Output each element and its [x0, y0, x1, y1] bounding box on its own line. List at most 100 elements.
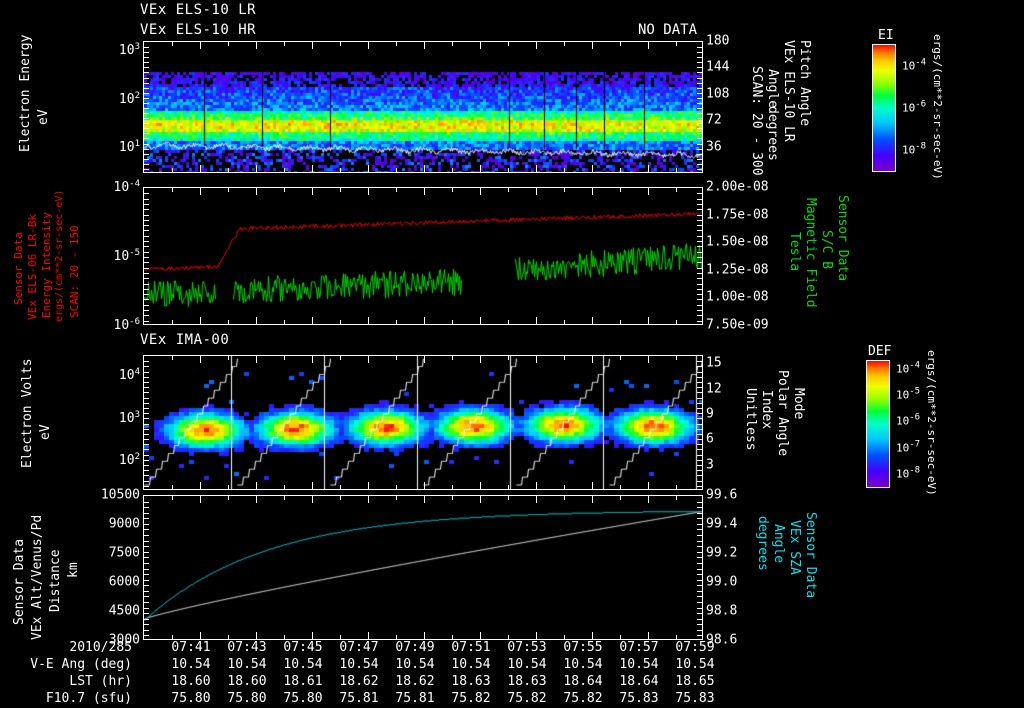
no-data-label: NO DATA	[638, 22, 698, 38]
minor-tick	[144, 470, 149, 471]
minor-tick	[144, 98, 149, 99]
time-table-cell: 07:51	[451, 640, 491, 655]
minor-tick	[144, 518, 149, 519]
colorbar1[interactable]	[872, 44, 896, 172]
minor-tick	[697, 78, 702, 79]
time-table-cell: 10.54	[451, 657, 491, 672]
panel2-right-tick-5: 7.50e-09	[706, 317, 769, 333]
minor-tick	[144, 418, 149, 419]
panel2-left-axis-label-1: Sensor Data	[12, 232, 25, 305]
minor-tick	[697, 361, 702, 362]
minor-tick	[144, 144, 149, 145]
x-minor-tick	[536, 496, 537, 503]
x-minor-tick	[172, 496, 173, 500]
panel-ima-plot[interactable]	[143, 355, 703, 490]
panel1-right-axis-label-5: SCAN: 20 - 300	[749, 66, 764, 176]
panel2-right-axis-label-1: Sensor Data	[835, 195, 850, 282]
minor-tick	[697, 518, 702, 519]
time-table-cell: 18.65	[675, 674, 715, 689]
minor-tick	[144, 403, 149, 404]
minor-tick	[697, 262, 702, 263]
x-minor-tick	[368, 632, 369, 639]
minor-tick	[144, 444, 149, 445]
x-minor-tick	[172, 168, 173, 172]
minor-tick	[144, 507, 149, 508]
x-minor-tick	[508, 635, 509, 639]
x-minor-tick	[508, 188, 509, 192]
minor-tick	[144, 475, 149, 476]
minor-tick	[144, 246, 149, 247]
panel4-right-tick-5: 98.6	[706, 632, 738, 648]
minor-tick	[697, 118, 702, 119]
x-minor-tick	[480, 496, 481, 503]
panel1-title-line1: VEx ELS-10 LR	[140, 2, 257, 18]
minor-tick	[144, 123, 149, 124]
panel-energy-intensity-plot[interactable]	[143, 187, 703, 325]
x-minor-tick	[676, 356, 677, 360]
x-minor-tick	[564, 320, 565, 324]
x-minor-tick	[536, 317, 537, 324]
x-minor-tick	[648, 482, 649, 489]
panel-els-lr-plot[interactable]	[143, 41, 703, 173]
panel1-right-axis-label-2: VEx ELS-10 LR	[781, 40, 796, 142]
x-minor-tick	[592, 188, 593, 195]
panel3-right-axis-label-1: Mode	[791, 388, 806, 420]
x-minor-tick	[536, 482, 537, 489]
x-minor-tick	[480, 632, 481, 639]
x-minor-tick	[172, 188, 173, 192]
minor-tick	[144, 366, 149, 367]
x-minor-tick	[676, 496, 677, 500]
minor-tick	[697, 57, 702, 58]
panel-altitude-plot[interactable]	[143, 495, 703, 640]
panel2-left-axis-label-2: VEx ELS-06 LR-Bk	[26, 214, 39, 320]
time-table-cell: 75.81	[395, 691, 435, 706]
x-minor-tick	[368, 317, 369, 324]
minor-tick	[697, 93, 702, 94]
x-minor-tick	[452, 168, 453, 172]
time-axis-table: 2010/285 07:41 07:43 07:45 07:47 07:49 07:51 07…	[0, 640, 1024, 708]
minor-tick	[697, 278, 702, 279]
time-table-cell: 75.83	[675, 691, 715, 706]
minor-tick	[144, 608, 149, 609]
time-table-cell: 07:49	[395, 640, 435, 655]
minor-tick	[144, 268, 149, 269]
minor-tick	[144, 299, 149, 300]
x-minor-tick	[256, 317, 257, 324]
panel4-left-axis-label-4: km	[66, 562, 81, 578]
x-minor-tick	[536, 632, 537, 639]
panel4-left-tick-0: 10500	[100, 487, 140, 503]
colorbar1-tick-2: 10-8	[902, 141, 927, 157]
panel1-left-axis-label-1: Electron Energy	[18, 34, 33, 152]
x-minor-tick	[536, 188, 537, 195]
minor-tick	[697, 123, 702, 124]
panel3-right-tick-3: 6	[706, 431, 714, 447]
colorbar2[interactable]	[866, 360, 890, 488]
time-table-cell: 07:59	[675, 640, 715, 655]
colorbar2-tick-2: 10-6	[896, 413, 921, 428]
minor-tick	[144, 382, 149, 383]
minor-tick	[144, 57, 149, 58]
minor-tick	[144, 413, 149, 414]
minor-tick	[144, 546, 149, 547]
x-minor-tick	[200, 42, 201, 49]
x-minor-tick	[452, 188, 453, 192]
minor-tick	[144, 138, 149, 139]
time-table-cell: 75.82	[563, 691, 603, 706]
x-minor-tick	[256, 188, 257, 195]
minor-tick	[697, 273, 702, 274]
x-minor-tick	[564, 188, 565, 192]
x-minor-tick	[284, 496, 285, 500]
panel1-right-tick-0: 180	[706, 33, 730, 49]
x-minor-tick	[508, 496, 509, 500]
panel4-left-axis-label-2: VEx Alt/Venus/Pd	[30, 514, 45, 640]
minor-tick	[697, 387, 702, 388]
x-minor-tick	[396, 320, 397, 324]
minor-tick	[697, 252, 702, 253]
minor-tick	[144, 88, 149, 89]
x-minor-tick	[424, 188, 425, 195]
x-minor-tick	[480, 42, 481, 49]
x-minor-tick	[368, 188, 369, 195]
time-table-cell: 10.54	[675, 657, 715, 672]
x-minor-tick	[508, 320, 509, 324]
